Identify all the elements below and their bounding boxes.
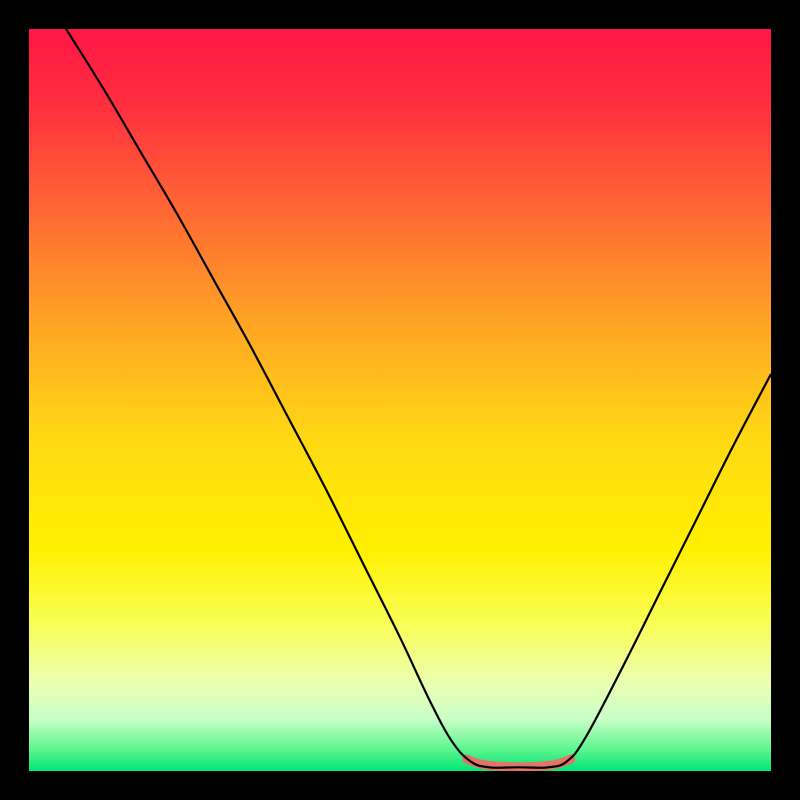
chart-root: { "watermark": { "text": "TheBottleneck.…: [0, 0, 800, 800]
bottleneck-chart: [0, 0, 800, 800]
chart-background: [29, 29, 771, 771]
chart-svg: [0, 0, 800, 800]
